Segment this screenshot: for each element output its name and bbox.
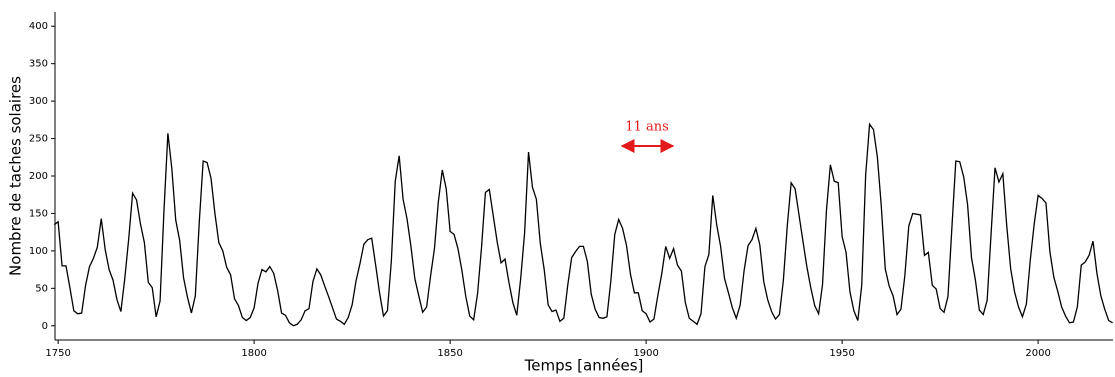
y-tick-label: 300 <box>29 96 48 107</box>
y-tick-label: 400 <box>29 21 48 32</box>
x-axis-label: Temps [années] <box>524 357 644 375</box>
annotation: 11 ans <box>625 120 668 135</box>
x-tick-label: 2000 <box>1025 348 1050 359</box>
y-tick-label: 350 <box>29 59 48 70</box>
y-tick-label: 100 <box>29 246 48 257</box>
x-tick-label: 1750 <box>45 348 70 359</box>
y-axis-label: Nombre de taches solaires <box>7 76 25 276</box>
y-tick-label: 150 <box>29 208 48 219</box>
x-tick-label: 1800 <box>241 348 266 359</box>
y-tick-label: 0 <box>42 321 48 332</box>
x-tick-label: 1850 <box>437 348 462 359</box>
x-tick-label: 1900 <box>633 348 658 359</box>
y-tick-label: 200 <box>29 171 48 182</box>
line <box>53 122 1113 327</box>
y-tick-label: 250 <box>29 134 48 145</box>
y-tick-label: 50 <box>35 283 48 294</box>
x-tick-label: 1950 <box>829 348 854 359</box>
